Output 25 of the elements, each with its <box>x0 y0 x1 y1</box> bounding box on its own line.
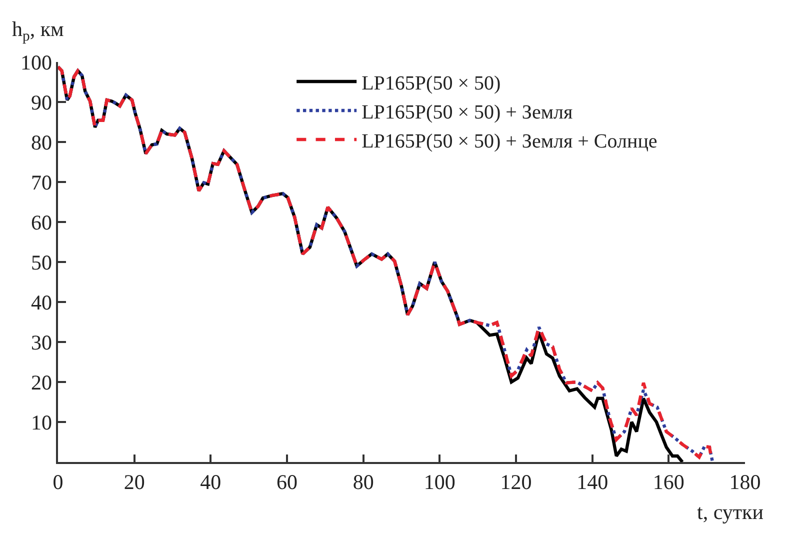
y-axis-title: h$_{р}$, км <box>12 17 64 44</box>
legend-label: LP165P(50 × 50) + Земля <box>362 101 573 124</box>
x-axis-title: t, сутки <box>697 500 764 524</box>
x-tick-label: 0 <box>52 470 64 494</box>
y-tick-label: 70 <box>31 170 52 194</box>
y-tick-label: 80 <box>31 130 52 154</box>
x-tick-label: 80 <box>352 470 374 494</box>
y-tick-label: 50 <box>31 250 52 274</box>
x-tick-label: 120 <box>500 470 532 494</box>
y-tick-label: 30 <box>31 330 52 354</box>
x-tick-label: 100 <box>424 470 456 494</box>
y-tick-label: 10 <box>31 410 52 434</box>
x-tick-label: 40 <box>200 470 222 494</box>
x-tick-label: 160 <box>652 470 684 494</box>
x-tick-label: 180 <box>729 470 761 494</box>
y-tick-label: 60 <box>31 210 52 234</box>
y-tick-label: 20 <box>31 370 52 394</box>
x-tick-label: 20 <box>124 470 145 494</box>
x-tick-label: 140 <box>576 470 608 494</box>
x-tick-label: 60 <box>276 470 298 494</box>
y-tick-label: 40 <box>31 290 52 314</box>
legend-label: LP165P(50 × 50) <box>362 72 501 94</box>
y-tick-label: 90 <box>31 90 52 114</box>
y-tick-label: 100 <box>20 50 52 74</box>
legend-label: LP165P(50 × 50) + Земля + Солнце <box>362 130 658 152</box>
